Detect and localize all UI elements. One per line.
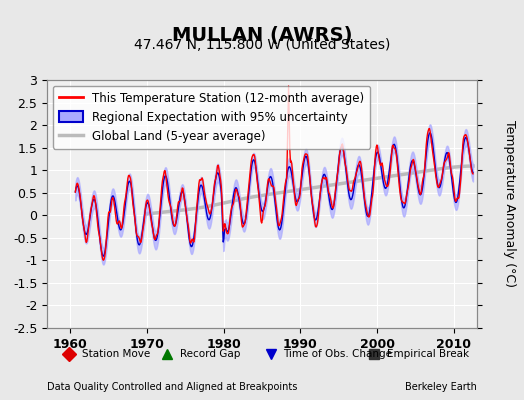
Text: Record Gap: Record Gap bbox=[180, 349, 241, 359]
Text: Time of Obs. Change: Time of Obs. Change bbox=[283, 349, 392, 359]
Text: Station Move: Station Move bbox=[82, 349, 150, 359]
Regional Expectation with 95% uncertainty bbox=[423, 151, 429, 156]
Regional Expectation with 95% uncertainty bbox=[470, 170, 476, 175]
Global Land (5-year average) bbox=[304, 186, 310, 191]
This Temperature Station (12-month average) bbox=[465, 144, 472, 149]
Regional Expectation with 95% uncertainty bbox=[258, 208, 265, 212]
Line: Global Land (5-year average): Global Land (5-year average) bbox=[147, 166, 473, 214]
Regional Expectation with 95% uncertainty bbox=[469, 169, 475, 174]
This Temperature Station (12-month average) bbox=[304, 152, 310, 157]
Global Land (5-year average) bbox=[469, 164, 475, 168]
This Temperature Station (12-month average) bbox=[258, 221, 265, 226]
This Temperature Station (12-month average) bbox=[463, 132, 469, 137]
Text: MULLAN (AWRS): MULLAN (AWRS) bbox=[172, 26, 352, 45]
This Temperature Station (12-month average) bbox=[469, 171, 475, 176]
Y-axis label: Temperature Anomaly (°C): Temperature Anomaly (°C) bbox=[503, 120, 516, 288]
Global Land (5-year average) bbox=[258, 193, 265, 198]
Global Land (5-year average) bbox=[470, 164, 476, 168]
Text: Data Quality Controlled and Aligned at Breakpoints: Data Quality Controlled and Aligned at B… bbox=[47, 382, 298, 392]
Global Land (5-year average) bbox=[423, 168, 429, 173]
Text: Empirical Break: Empirical Break bbox=[387, 349, 469, 359]
This Temperature Station (12-month average) bbox=[470, 172, 476, 176]
Regional Expectation with 95% uncertainty bbox=[465, 145, 472, 150]
Line: This Temperature Station (12-month average): This Temperature Station (12-month avera… bbox=[75, 86, 473, 260]
Regional Expectation with 95% uncertainty bbox=[463, 135, 469, 140]
Legend: This Temperature Station (12-month average), Regional Expectation with 95% uncer: This Temperature Station (12-month avera… bbox=[53, 86, 370, 148]
Global Land (5-year average) bbox=[463, 164, 469, 168]
Global Land (5-year average) bbox=[465, 164, 472, 168]
Regional Expectation with 95% uncertainty bbox=[304, 156, 310, 161]
Text: Berkeley Earth: Berkeley Earth bbox=[405, 382, 477, 392]
Line: Regional Expectation with 95% uncertainty: Regional Expectation with 95% uncertaint… bbox=[75, 133, 473, 256]
This Temperature Station (12-month average) bbox=[423, 142, 429, 147]
Text: 47.467 N, 115.800 W (United States): 47.467 N, 115.800 W (United States) bbox=[134, 38, 390, 52]
